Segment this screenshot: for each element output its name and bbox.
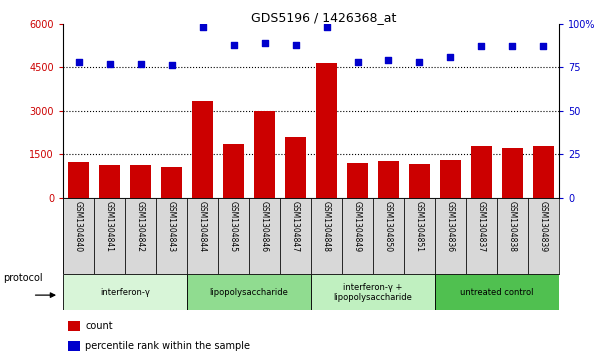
Bar	[532, 146, 554, 198]
Bar	[223, 143, 245, 198]
Bar	[192, 101, 213, 198]
Point	[229, 42, 239, 48]
Bar	[316, 63, 337, 198]
Point	[166, 62, 176, 68]
Text: interferon-γ: interferon-γ	[100, 288, 150, 297]
Text: protocol: protocol	[3, 273, 43, 283]
Text: percentile rank within the sample: percentile rank within the sample	[85, 341, 251, 351]
Bar	[311, 198, 342, 274]
Bar	[125, 198, 156, 274]
Text: GDS5196 / 1426368_at: GDS5196 / 1426368_at	[251, 11, 396, 24]
Text: GSM1304851: GSM1304851	[415, 201, 424, 252]
Bar	[130, 165, 151, 198]
Point	[105, 61, 114, 66]
Bar	[471, 146, 492, 198]
Bar	[160, 167, 183, 198]
Bar	[342, 198, 373, 274]
Bar	[409, 164, 430, 198]
Bar	[311, 274, 435, 310]
Bar	[528, 198, 559, 274]
Bar	[377, 161, 399, 198]
Text: GSM1304847: GSM1304847	[291, 201, 300, 252]
Text: untreated control: untreated control	[460, 288, 534, 297]
Point	[477, 43, 486, 49]
Bar	[218, 198, 249, 274]
Text: GSM1304846: GSM1304846	[260, 201, 269, 252]
Bar	[187, 274, 311, 310]
Text: GSM1304838: GSM1304838	[508, 201, 517, 252]
Text: GSM1304842: GSM1304842	[136, 201, 145, 252]
Point	[415, 59, 424, 65]
Point	[383, 57, 393, 63]
Bar	[497, 198, 528, 274]
Point	[74, 59, 84, 65]
Text: GSM1304843: GSM1304843	[167, 201, 176, 252]
Bar	[254, 111, 275, 198]
Text: GSM1304836: GSM1304836	[446, 201, 455, 252]
Bar	[249, 198, 280, 274]
Point	[322, 24, 331, 30]
Point	[260, 40, 269, 46]
Text: GSM1304849: GSM1304849	[353, 201, 362, 252]
Text: GSM1304841: GSM1304841	[105, 201, 114, 252]
Text: count: count	[85, 321, 113, 331]
Text: lipopolysaccharide: lipopolysaccharide	[210, 288, 288, 297]
Bar	[99, 165, 120, 198]
Bar	[68, 321, 81, 331]
Bar	[439, 160, 462, 198]
Text: interferon-γ +
lipopolysaccharide: interferon-γ + lipopolysaccharide	[334, 282, 412, 302]
Bar	[435, 274, 559, 310]
Bar	[156, 198, 187, 274]
Bar	[404, 198, 435, 274]
Bar	[435, 198, 466, 274]
Text: GSM1304845: GSM1304845	[229, 201, 238, 252]
Text: GSM1304837: GSM1304837	[477, 201, 486, 252]
Point	[291, 42, 300, 48]
Point	[136, 61, 145, 66]
Bar	[502, 148, 523, 198]
Bar	[68, 341, 81, 351]
Point	[508, 43, 517, 49]
Bar	[63, 274, 187, 310]
Text: GSM1304848: GSM1304848	[322, 201, 331, 252]
Text: GSM1304839: GSM1304839	[539, 201, 548, 252]
Bar	[63, 198, 94, 274]
Text: GSM1304840: GSM1304840	[74, 201, 83, 252]
Bar	[466, 198, 497, 274]
Bar	[187, 198, 218, 274]
Point	[538, 43, 548, 49]
Point	[353, 59, 362, 65]
Text: GSM1304850: GSM1304850	[384, 201, 393, 252]
Bar	[280, 198, 311, 274]
Bar	[68, 162, 90, 198]
Bar	[285, 138, 307, 198]
Point	[446, 54, 456, 60]
Bar	[94, 198, 125, 274]
Bar	[373, 198, 404, 274]
Point	[198, 24, 207, 30]
Bar	[347, 163, 368, 198]
Text: GSM1304844: GSM1304844	[198, 201, 207, 252]
